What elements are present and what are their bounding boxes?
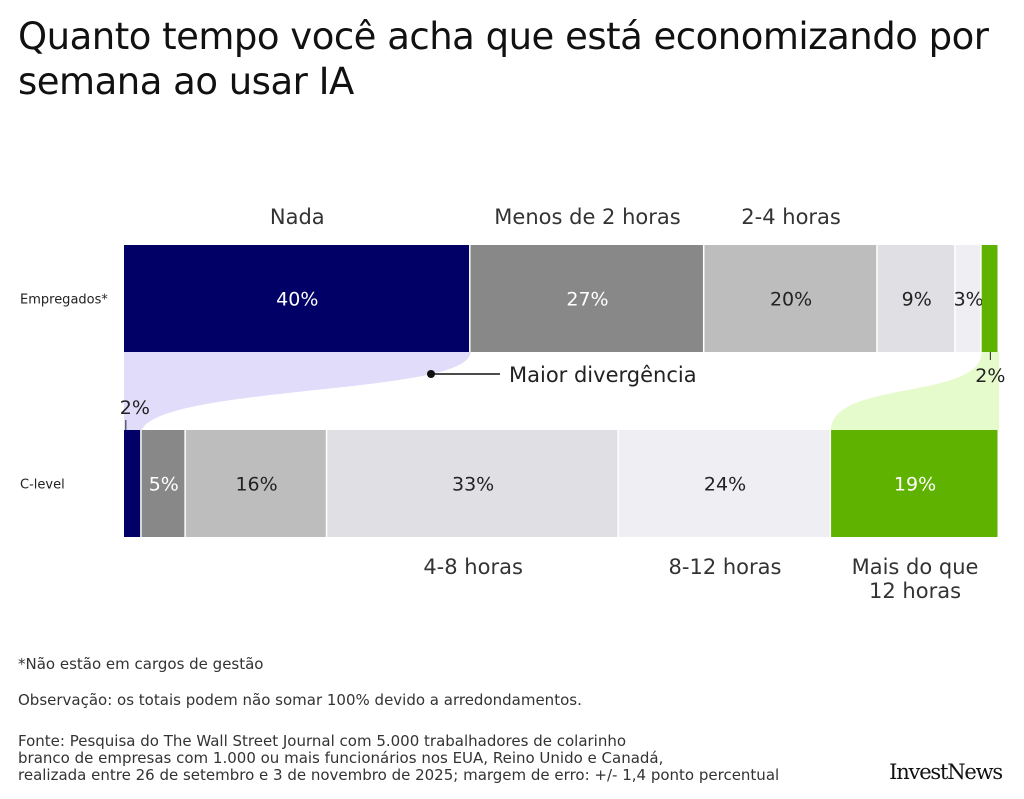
data-label: 19% xyxy=(894,474,936,496)
legend-label: 4-8 horas xyxy=(423,555,523,579)
chart-title: Quanto tempo você acha que está economiz… xyxy=(18,15,989,103)
source-line: branco de empresas com 1.000 ou mais fun… xyxy=(18,749,664,767)
connector-mais-12-horas xyxy=(831,352,999,430)
source-note: Fonte: Pesquisa do The Wall Street Journ… xyxy=(18,733,779,784)
legend-label: Nada xyxy=(270,205,325,229)
data-label: 16% xyxy=(235,474,277,496)
investnews-logo: InvestNews xyxy=(889,760,1003,784)
row-label: Empregados* xyxy=(20,293,108,308)
bar-segment xyxy=(470,245,703,352)
data-label: 33% xyxy=(452,474,494,496)
annotation-label: Maior divergência xyxy=(509,363,697,387)
data-label: 27% xyxy=(566,289,608,311)
data-label: 9% xyxy=(902,289,932,311)
bar-segment xyxy=(124,430,141,537)
data-label: 20% xyxy=(770,289,812,311)
footnote: *Não estão em cargos de gestão xyxy=(18,655,264,673)
bar-segment xyxy=(955,245,981,352)
legend-label: Mais do que xyxy=(852,555,979,579)
bar-segment xyxy=(704,245,877,352)
legend-label: 12 horas xyxy=(869,579,961,603)
source-line: realizada entre 26 de setembro e 3 de no… xyxy=(18,766,780,784)
connector-nada xyxy=(124,352,471,430)
data-label: 24% xyxy=(704,474,746,496)
legend-label: 2-4 horas xyxy=(741,205,841,229)
bar-segment xyxy=(831,430,998,537)
bar-segment xyxy=(618,430,830,537)
row-label: C-level xyxy=(20,478,65,493)
bar-segment xyxy=(877,245,955,352)
legend-label: Menos de 2 horas xyxy=(494,205,680,229)
data-label: 40% xyxy=(276,289,318,311)
bar-segment xyxy=(327,430,618,537)
data-label: 2% xyxy=(120,397,150,419)
data-label: 3% xyxy=(954,289,984,311)
data-label: 2% xyxy=(975,365,1005,387)
bar-segment xyxy=(185,430,326,537)
observation-note: Observação: os totais podem não somar 10… xyxy=(18,691,582,709)
bar-segment xyxy=(981,245,998,352)
bar-segment xyxy=(141,430,185,537)
data-label: 5% xyxy=(149,474,179,496)
bar-segment xyxy=(124,245,470,352)
legend-label: 8-12 horas xyxy=(669,555,782,579)
source-line: Fonte: Pesquisa do The Wall Street Journ… xyxy=(18,732,627,750)
